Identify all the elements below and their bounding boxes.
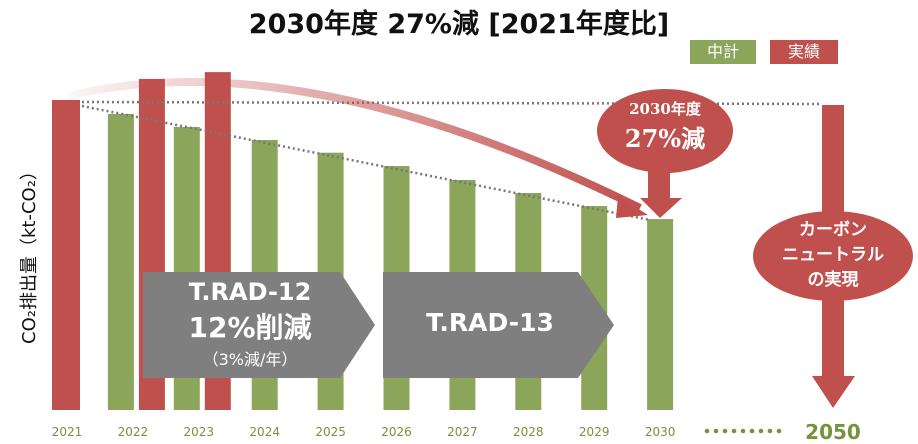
plan-2-name: T.RAD-13 — [426, 308, 554, 337]
ellipsis-dot — [767, 428, 773, 434]
ellipsis-dot — [776, 428, 782, 434]
ellipsis-dot — [749, 428, 755, 434]
target-arrow-shaft — [648, 170, 670, 200]
target-bubble-shape — [597, 89, 733, 173]
plan-chevron-1 — [143, 272, 375, 378]
x-tick-label: 2024 — [249, 425, 280, 439]
target-arrow-head — [640, 198, 682, 218]
x-tick-label: 2027 — [447, 425, 478, 439]
reference-line-trend — [81, 104, 651, 222]
plan-1-label: T.RAD-12 12%削減 （3%減/年） — [150, 278, 350, 370]
x-tick-label: 2023 — [184, 425, 215, 439]
x-tick-label: 2030 — [645, 425, 676, 439]
target-bubble-value: 27%減 — [624, 124, 706, 153]
ellipsis-dot — [758, 428, 764, 434]
bar-plan-2022 — [107, 113, 134, 410]
trend-arrow-head — [616, 196, 648, 218]
far-year-label: 2050 — [805, 420, 861, 444]
target-bubble-year: 2030年度 — [629, 100, 701, 118]
legend-plan: 中計 — [690, 40, 756, 64]
cn-line-3: の実現 — [807, 270, 859, 290]
plan-1-target: 12%削減 — [188, 311, 312, 344]
bar-actual-2021 — [52, 100, 80, 410]
cn-bubble-shape — [753, 211, 913, 301]
ellipsis-dot — [740, 428, 746, 434]
cn-line-2: ニュートラル — [782, 245, 884, 265]
x-tick-label: 2025 — [315, 425, 346, 439]
legend-actual: 実績 — [770, 40, 838, 64]
chart-title: 2030年度 27%減 [2021年度比] — [248, 9, 670, 40]
x-tick-label: 2021 — [52, 425, 83, 439]
trend-arc-arrow — [67, 78, 642, 212]
x-tick-label: 2022 — [118, 425, 149, 439]
cn-line-1: カーボン — [799, 220, 867, 240]
ellipsis-dot — [722, 428, 728, 434]
target-bubble: 2030年度 27%減 — [597, 98, 733, 154]
plan-chevron-2 — [383, 272, 614, 378]
plan-1-name: T.RAD-12 — [188, 278, 312, 306]
x-tick-label: 2028 — [513, 425, 544, 439]
cn-bubble: カーボン ニュートラル の実現 — [753, 218, 913, 293]
ellipsis-dot — [731, 428, 737, 434]
x-tick-label: 2026 — [381, 425, 412, 439]
ellipsis-dot — [704, 428, 710, 434]
ellipsis-dot — [713, 428, 719, 434]
ellipsis-dots — [704, 428, 782, 434]
cn-arrow-head — [812, 376, 855, 408]
x-tick-label: 2029 — [579, 425, 610, 439]
bar-plan-2030 — [647, 219, 674, 410]
plan-1-rate: （3%減/年） — [202, 350, 298, 369]
y-axis-label: CO₂排出量（kt-CO₂） — [19, 162, 40, 344]
